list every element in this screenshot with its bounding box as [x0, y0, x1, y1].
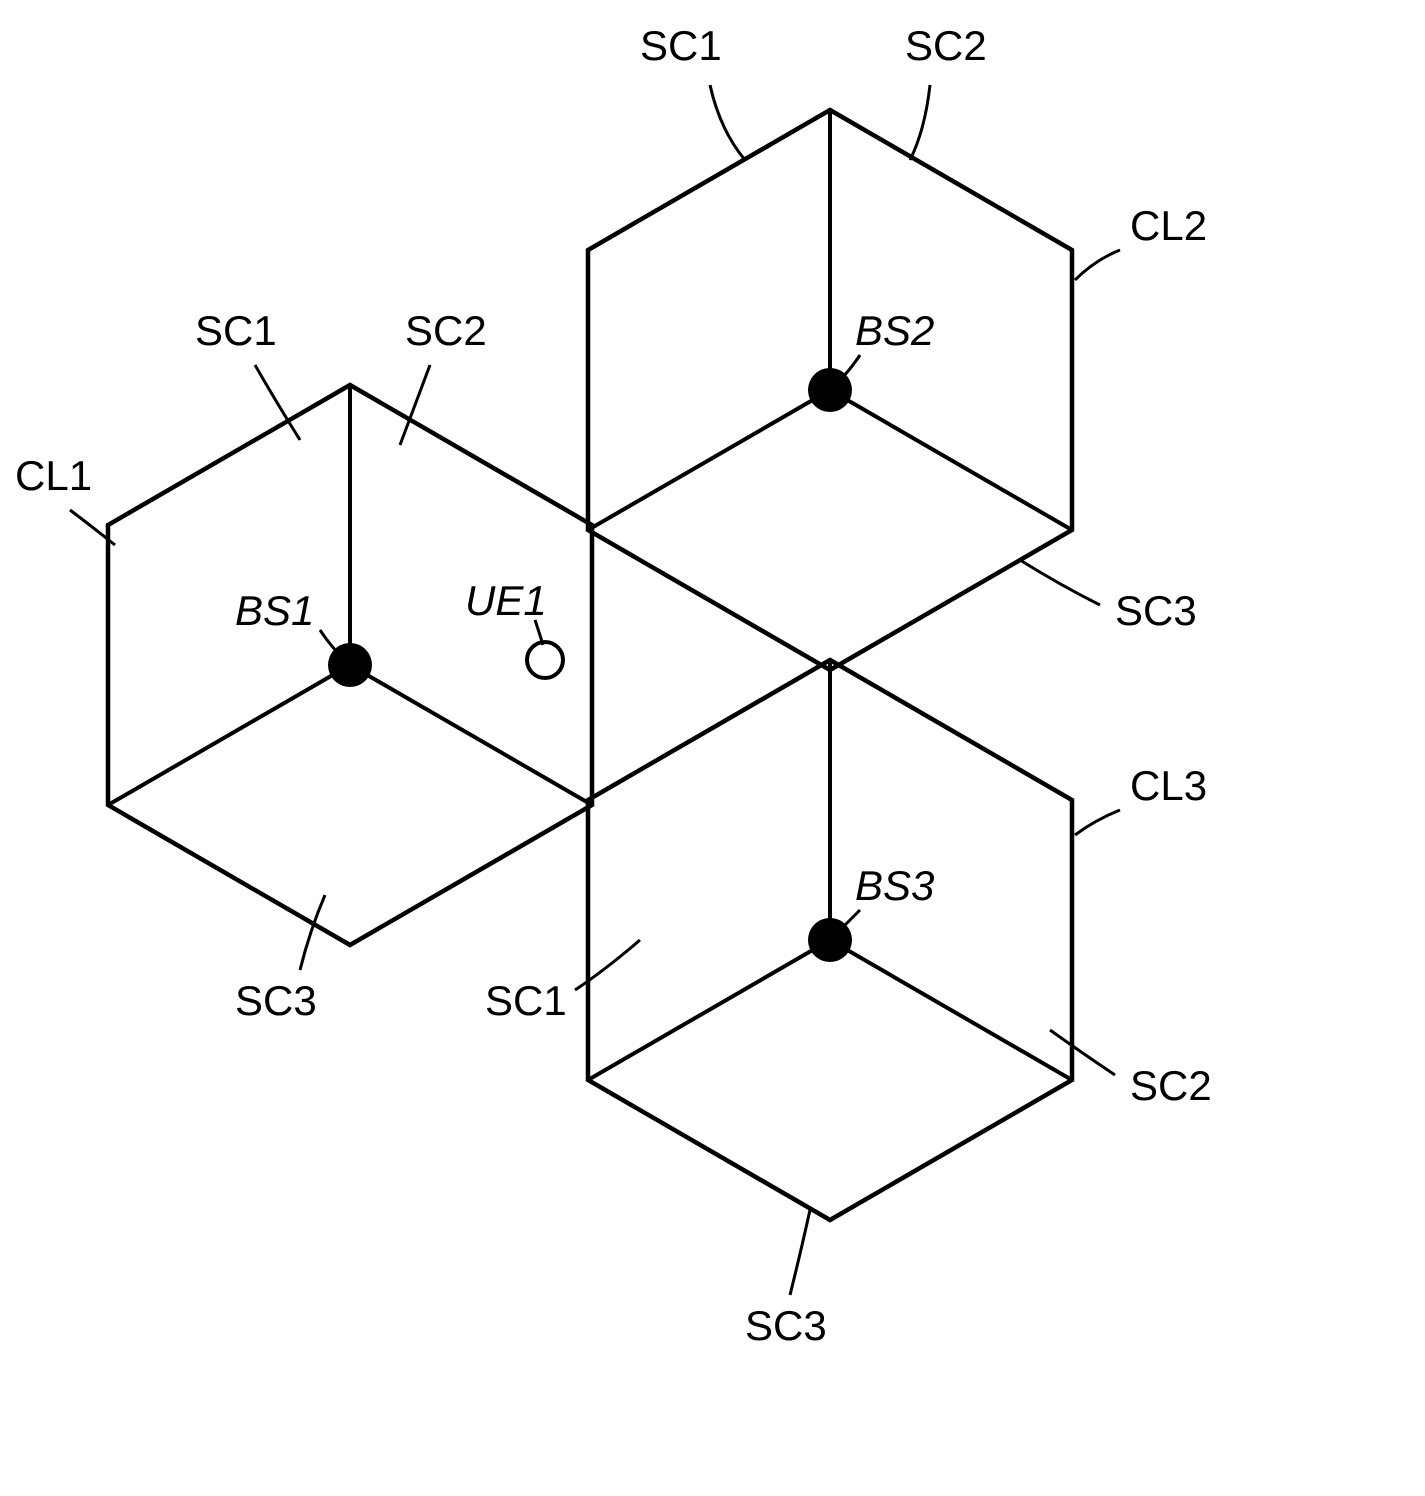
cl3-sector-line-br [830, 940, 1072, 1080]
cell-cl1 [108, 385, 592, 945]
cellular-network-diagram: SC1 SC2 CL2 BS2 SC3 SC1 SC2 CL1 BS1 UE1 … [0, 0, 1425, 1496]
cl1-sector-line-br [350, 665, 592, 805]
ue1-node [527, 642, 563, 678]
cl1-sc2-label: SC2 [405, 307, 487, 354]
cl3-sc3-leader [790, 1210, 810, 1295]
cl3-label: CL3 [1130, 762, 1207, 809]
bs2-label: BS2 [855, 307, 934, 354]
cl3-sc2-label: SC2 [1130, 1062, 1212, 1109]
cl2-sc1-label: SC1 [640, 22, 722, 69]
cl1-sc3-leader [300, 895, 325, 970]
cl2-leader [1075, 250, 1120, 280]
cell-cl3 [588, 660, 1072, 1220]
bs3-leader [840, 910, 860, 930]
cl1-sc3-label: SC3 [235, 977, 317, 1024]
cl3-sc1-leader [575, 940, 640, 990]
cl2-sc3-label: SC3 [1115, 587, 1197, 634]
cl2-sc3-leader [1020, 560, 1100, 605]
ue1-label: UE1 [465, 577, 547, 624]
cl3-sector-line-bl [588, 940, 830, 1080]
cell-cl2 [588, 110, 1072, 670]
cl3-sc3-label: SC3 [745, 1302, 827, 1349]
cl2-sc2-label: SC2 [905, 22, 987, 69]
cl1-sc1-label: SC1 [195, 307, 277, 354]
cl3-sc2-leader [1050, 1030, 1115, 1075]
cl1-sector-line-bl [108, 665, 350, 805]
cl2-sector-line-br [830, 390, 1072, 530]
cl3-sc1-label: SC1 [485, 977, 567, 1024]
bs2-leader [840, 355, 860, 380]
cl2-sc1-leader [710, 85, 745, 160]
bs3-label: BS3 [855, 862, 934, 909]
cl1-sc2-leader [400, 365, 430, 445]
cl3-leader [1075, 810, 1120, 835]
cl1-label: CL1 [15, 452, 92, 499]
cl2-label: CL2 [1130, 202, 1207, 249]
cl2-sector-line-bl [588, 390, 830, 530]
bs1-label: BS1 [235, 587, 314, 634]
bs1-leader [320, 630, 340, 655]
cl2-sc2-leader [910, 85, 930, 160]
